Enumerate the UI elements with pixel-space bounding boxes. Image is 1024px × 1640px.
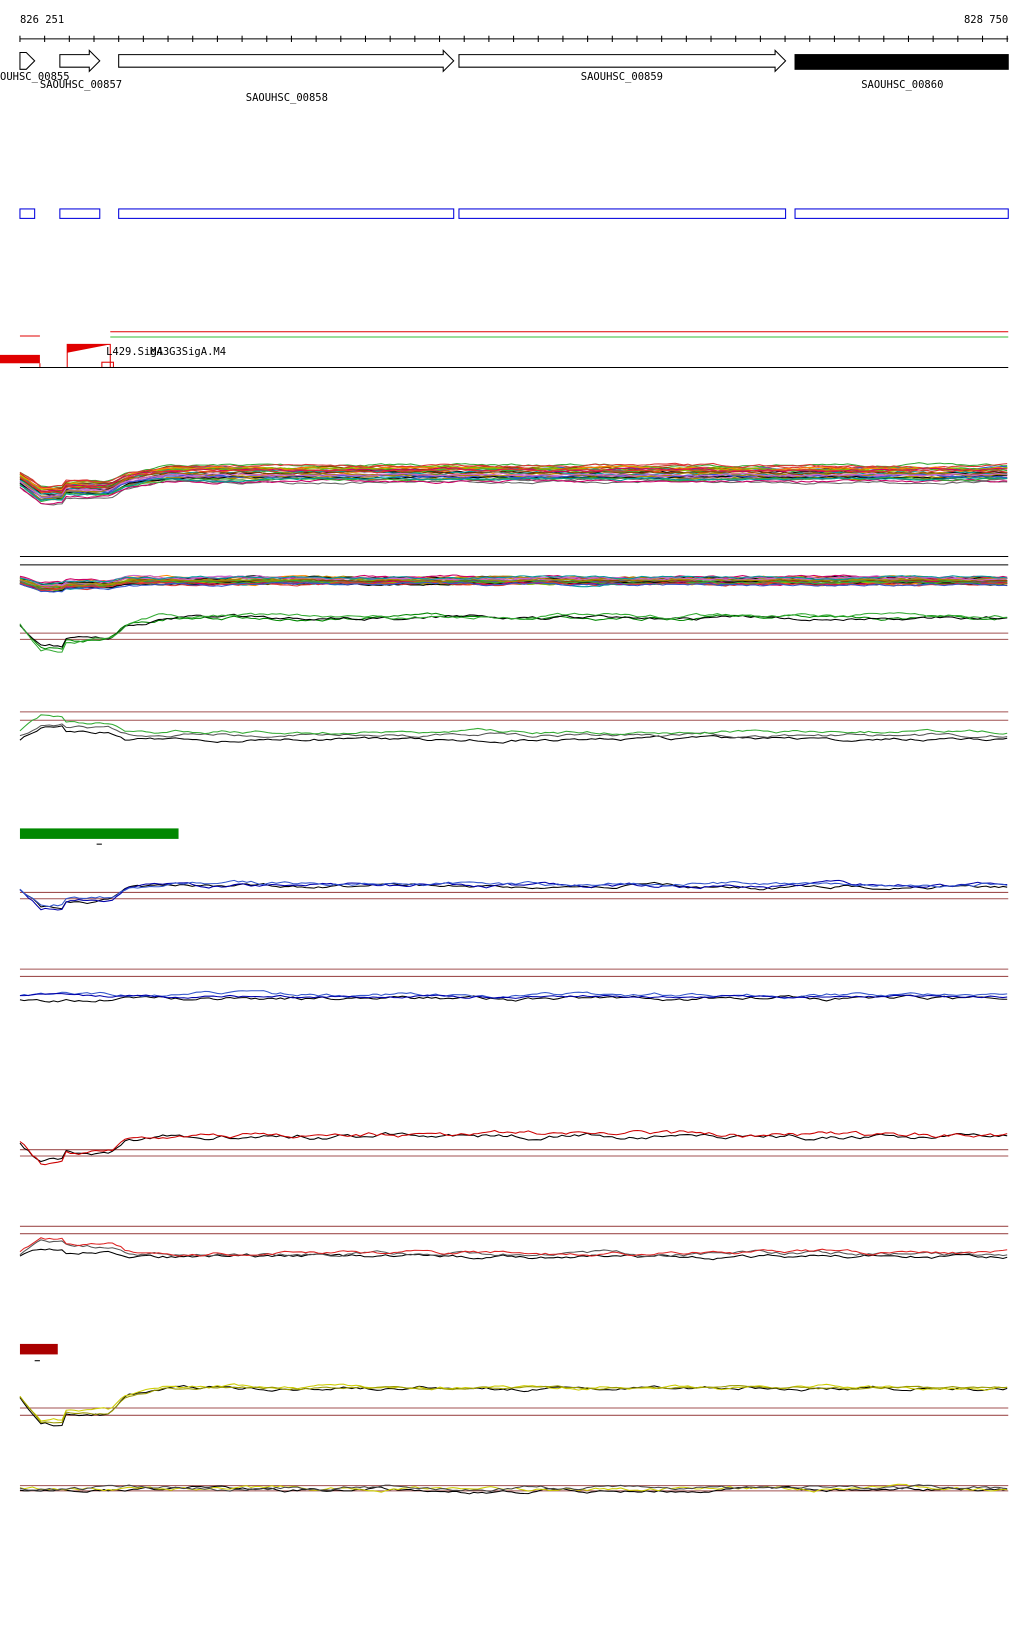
- trace-line: [19, 725, 1008, 744]
- trace-line: [19, 1248, 1008, 1261]
- trace-area: [19, 462, 1009, 1495]
- gene-arrow: [118, 49, 455, 73]
- gene-label: SAOUHSC_00858: [246, 92, 328, 104]
- trace-line: [19, 1484, 1008, 1493]
- trace-line: [19, 1129, 1008, 1166]
- trace-line: [19, 575, 1008, 585]
- feature-box: [101, 361, 114, 369]
- gene-track: [19, 49, 1009, 73]
- trace-line: [19, 574, 1008, 587]
- trace-line: [19, 723, 1008, 739]
- feature-block: [0, 354, 40, 364]
- gene-selected: [794, 54, 1009, 70]
- trace-line: [19, 581, 1008, 592]
- trace-line: [19, 577, 1008, 588]
- gene-label: SAOUHSC_00860: [861, 79, 943, 91]
- coverage-bar: [19, 828, 179, 839]
- trace-line: [19, 479, 1008, 506]
- ruler-end: 828 750: [964, 14, 1008, 26]
- trace-line: [19, 993, 1008, 999]
- trace-line: [19, 468, 1008, 494]
- gene-arrow: [458, 49, 787, 73]
- trace-line: [19, 612, 1008, 653]
- trace-line: [19, 476, 1008, 502]
- feature-label: M43G3SigA.M4: [150, 346, 226, 358]
- cds-box: [19, 208, 36, 219]
- trace-line: [19, 579, 1008, 591]
- trace-line: [19, 462, 1008, 488]
- trace-line: [19, 881, 1008, 910]
- ruler-ticks: [19, 35, 1008, 42]
- trace-line: [19, 1132, 1008, 1163]
- cds-box: [794, 208, 1009, 219]
- trace-line: [19, 1237, 1008, 1257]
- gene-arrow: [19, 51, 36, 70]
- gene-label: OUHSC_00855: [0, 71, 70, 83]
- cds-box: [118, 208, 455, 219]
- trace-line: [19, 472, 1008, 498]
- trace-line: [19, 714, 1008, 736]
- feature-outline: [66, 343, 111, 368]
- trace-line: [19, 879, 1008, 911]
- trace-line: [19, 1384, 1008, 1427]
- cds-box: [59, 208, 101, 219]
- feature-peak: [67, 344, 111, 353]
- ruler-start: 826 251: [20, 14, 64, 26]
- trace-line: [19, 462, 1008, 489]
- cds-box: [458, 208, 787, 219]
- gene-label: SAOUHSC_00857: [40, 79, 122, 91]
- trace-line: [19, 1384, 1008, 1424]
- trace-line: [19, 994, 1008, 1003]
- coverage-bar: [19, 1343, 58, 1355]
- gene-arrow: [59, 49, 101, 73]
- feature-label: L429.SigA: [106, 346, 164, 358]
- trace-line: [19, 581, 1008, 593]
- feature-track: L429.SigA M43G3SigA.M4: [0, 331, 1009, 369]
- cds-track: [19, 208, 1009, 219]
- trace-line: [19, 879, 1008, 908]
- trace-line: [19, 990, 1008, 1000]
- gene-label: SAOUHSC_00859: [581, 71, 663, 83]
